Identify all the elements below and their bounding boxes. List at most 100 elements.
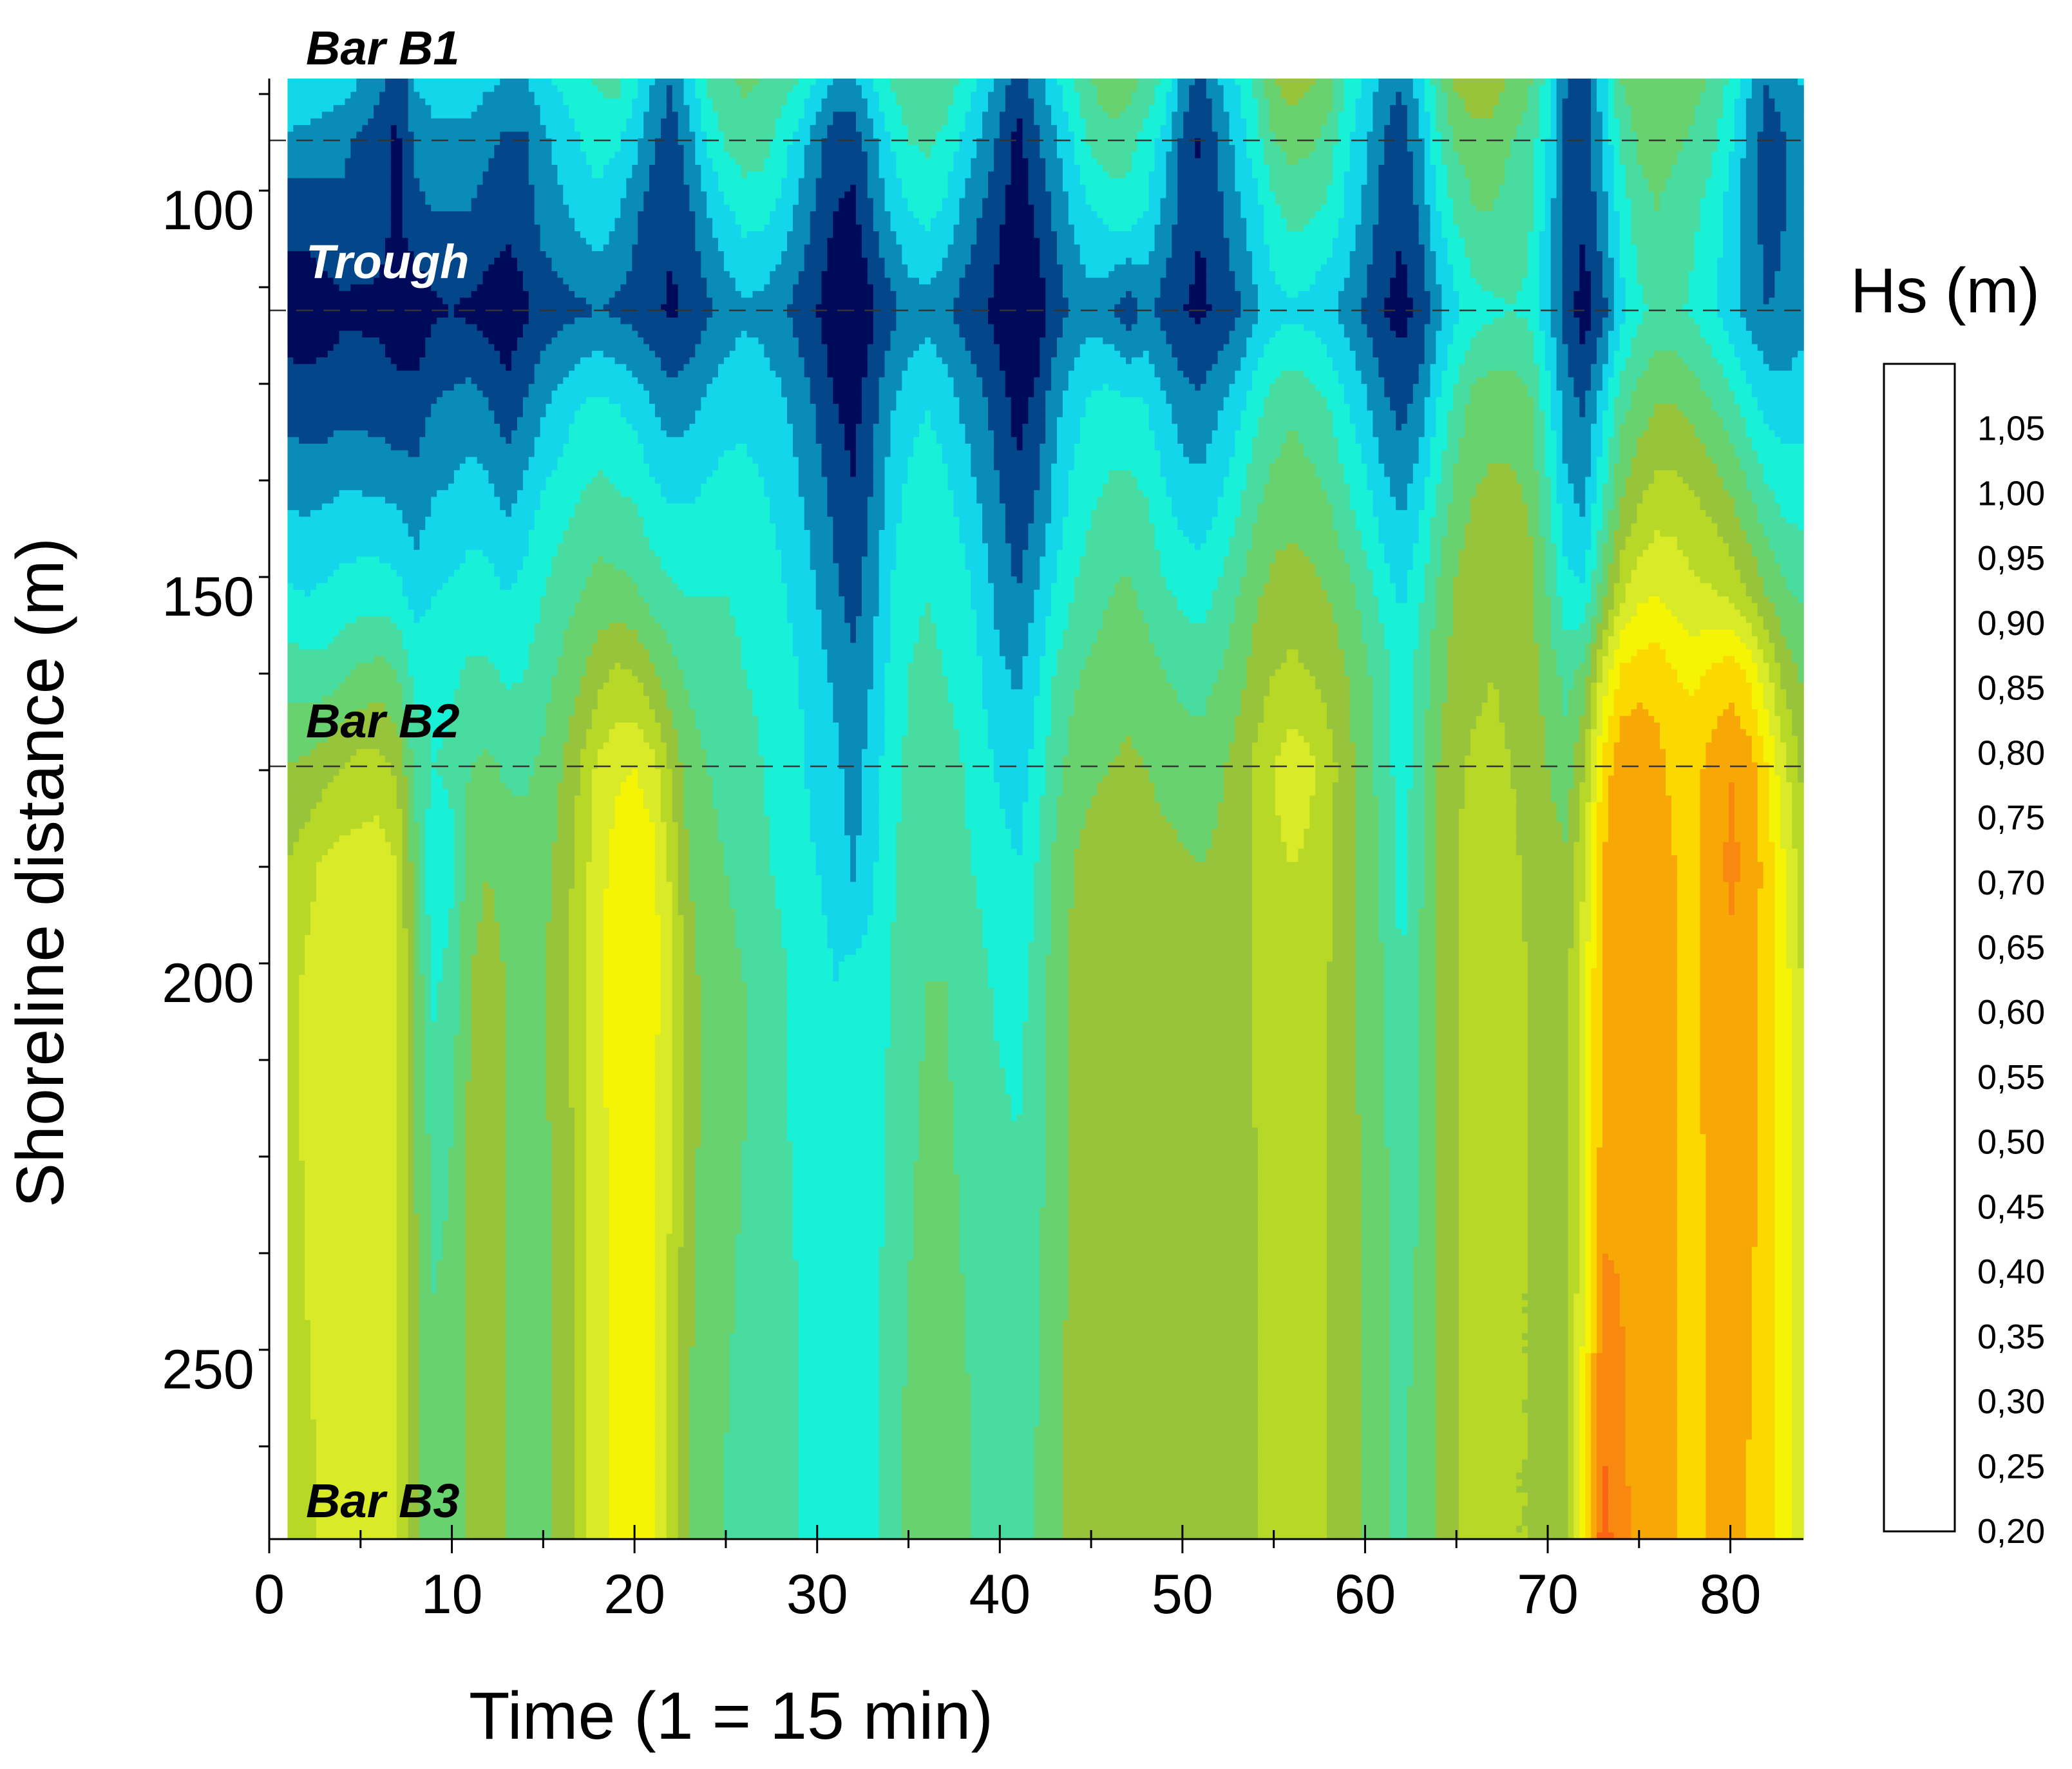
heatmap-cell — [678, 85, 685, 92]
heatmap-cell — [1051, 79, 1058, 86]
heatmap-cell — [1402, 79, 1408, 86]
heatmap-cell — [517, 79, 524, 86]
heatmap-cell — [615, 92, 622, 99]
heatmap-cell — [891, 79, 897, 86]
heatmap-cell — [919, 79, 926, 86]
heatmap-cell — [649, 92, 656, 99]
heatmap-cell — [1568, 85, 1575, 92]
heatmap-cell — [1758, 85, 1764, 92]
heatmap-cell — [1045, 85, 1052, 92]
heatmap-cell — [511, 85, 518, 92]
heatmap-cell — [856, 85, 862, 92]
heatmap-cell — [764, 92, 770, 99]
heatmap-cell — [362, 79, 368, 86]
heatmap-cell — [1333, 85, 1339, 92]
heatmap-cell — [488, 79, 495, 86]
heatmap-cell — [672, 92, 679, 99]
heatmap-cell — [368, 85, 374, 92]
heatmap-cell — [724, 79, 730, 86]
heatmap-cell — [1425, 85, 1431, 92]
heatmap-cell — [310, 85, 317, 92]
heatmap-cell — [1499, 85, 1506, 92]
heatmap-cell — [1005, 79, 1012, 86]
heatmap-cell — [368, 92, 374, 99]
heatmap-cell — [1626, 85, 1632, 92]
heatmap-cell — [1499, 79, 1506, 86]
heatmap-cell — [913, 79, 920, 86]
heatmap-cell — [1080, 79, 1087, 86]
heatmap-cell — [408, 79, 415, 86]
heatmap-cell — [712, 92, 719, 99]
heatmap-cell — [1746, 85, 1753, 92]
heatmap-cell — [988, 79, 994, 86]
heatmap-cell — [1758, 79, 1764, 86]
heatmap-cell — [1419, 79, 1425, 86]
heatmap-cell — [850, 79, 857, 86]
heatmap-cell — [454, 92, 461, 99]
heatmap-cell — [1023, 79, 1029, 86]
heatmap-cell — [379, 92, 386, 99]
heatmap-cell — [1407, 85, 1414, 92]
heatmap-cell — [1195, 79, 1201, 86]
heatmap-cell — [1539, 79, 1546, 86]
heatmap-cell — [1614, 79, 1621, 86]
heatmap-cell — [1573, 85, 1580, 92]
heatmap-cell — [1608, 79, 1615, 86]
heatmap-cell — [1470, 85, 1477, 92]
heatmap-cell — [500, 79, 506, 86]
heatmap-cell — [1723, 79, 1729, 86]
heatmap-cell — [1206, 79, 1213, 86]
heatmap-cell — [1235, 79, 1241, 86]
heatmap-cell — [1488, 85, 1494, 92]
heatmap-cell — [540, 85, 547, 92]
heatmap-cell — [397, 79, 403, 86]
heatmap-cell — [1189, 79, 1195, 86]
heatmap-cell — [885, 85, 891, 92]
heatmap-cell — [1161, 85, 1167, 92]
heatmap-cell — [1637, 85, 1644, 92]
heatmap-cell — [1230, 79, 1236, 86]
heatmap-cell — [287, 85, 294, 92]
heatmap-cell — [339, 79, 346, 86]
heatmap-cell — [1362, 79, 1368, 86]
heatmap-cell — [397, 85, 403, 92]
heatmap-cell — [994, 85, 1000, 92]
heatmap-cell — [293, 79, 299, 86]
heatmap-cell — [477, 79, 484, 86]
heatmap-cell — [299, 92, 305, 99]
heatmap-cell — [1114, 85, 1121, 92]
heatmap-cell — [1040, 79, 1046, 86]
heatmap-cell — [1648, 85, 1655, 92]
heatmap-cell — [913, 85, 920, 92]
heatmap-cell — [965, 85, 971, 92]
heatmap-cell — [908, 79, 914, 86]
heatmap-cell — [787, 79, 794, 86]
heatmap-cell — [827, 79, 833, 86]
heatmap-cell — [701, 92, 707, 99]
heatmap-cell — [471, 85, 478, 92]
heatmap-cell — [316, 85, 323, 92]
heatmap-cell — [626, 92, 632, 99]
heatmap-cell — [1441, 79, 1448, 86]
heatmap-cell — [655, 85, 661, 92]
heatmap-cell — [1287, 85, 1293, 92]
heatmap-cell — [431, 85, 437, 92]
heatmap-cell — [982, 85, 989, 92]
heatmap-cell — [350, 79, 357, 86]
heatmap-cell — [804, 79, 811, 86]
heatmap-cell — [1792, 85, 1798, 92]
heatmap-cell — [982, 79, 989, 86]
heatmap-cell — [385, 85, 392, 92]
heatmap-cell — [787, 85, 794, 92]
heatmap-cell — [523, 92, 529, 99]
heatmap-cell — [747, 79, 754, 86]
heatmap-cell — [770, 85, 776, 92]
heatmap-cell — [1683, 85, 1689, 92]
heatmap-cell — [586, 85, 593, 92]
heatmap-cell — [494, 85, 500, 92]
heatmap-cell — [965, 79, 971, 86]
heatmap-cell — [1362, 85, 1368, 92]
heatmap-cell — [1224, 79, 1230, 86]
heatmap-cell — [1028, 79, 1034, 86]
heatmap-cell — [1201, 79, 1207, 86]
